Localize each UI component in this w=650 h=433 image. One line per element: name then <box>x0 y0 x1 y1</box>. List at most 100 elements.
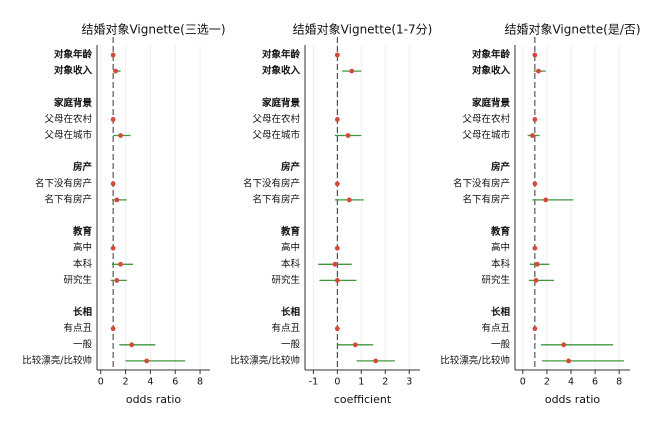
row-label: 比较漂亮/比较帅 <box>440 354 510 366</box>
row-label: 家庭背景 <box>472 97 511 109</box>
row-label: 名下没有房产 <box>243 177 300 189</box>
x-axis-label: odds ratio <box>126 393 182 406</box>
point-estimate <box>334 278 340 283</box>
row-label: 教育 <box>72 226 93 238</box>
point-estimate <box>334 326 340 332</box>
row-label: 本科 <box>491 258 511 270</box>
row-label: 父母在农村 <box>252 113 300 125</box>
row-label: 名下有房产 <box>462 193 510 205</box>
point-estimate <box>566 358 571 364</box>
row-label: 一般 <box>281 338 301 350</box>
point-estimate <box>114 197 120 203</box>
point-estimate <box>113 68 119 74</box>
point-estimate <box>334 245 340 251</box>
x-tick-label: 2 <box>382 377 388 388</box>
point-estimate <box>561 342 567 348</box>
point-estimate <box>345 133 351 138</box>
point-estimate <box>346 197 352 203</box>
row-label: 研究生 <box>481 274 510 286</box>
point-estimate <box>110 117 116 122</box>
x-tick-label: 6 <box>172 377 178 388</box>
x-axis-label: odds ratio <box>545 393 601 406</box>
panel-title: 结婚对象Vignette(是/否) <box>504 23 640 37</box>
x-tick-label: -1 <box>309 377 318 388</box>
x-tick-label: 4 <box>568 377 574 388</box>
point-estimate <box>334 181 340 187</box>
point-estimate <box>352 342 358 348</box>
point-estimate <box>118 133 123 138</box>
row-label: 研究生 <box>63 274 92 286</box>
row-label: 高中 <box>73 242 92 254</box>
row-label: 名下有房产 <box>252 193 300 205</box>
row-label: 房产 <box>281 161 301 173</box>
row-label: 对象年龄 <box>472 49 511 61</box>
row-label: 有点丑 <box>63 322 92 334</box>
row-label: 有点丑 <box>481 322 510 334</box>
x-tick-label: 0 <box>520 377 526 388</box>
point-estimate <box>534 261 540 267</box>
x-tick-label: 8 <box>197 377 203 388</box>
row-label: 父母在农村 <box>462 113 510 125</box>
point-estimate <box>110 326 116 332</box>
row-label: 对象年龄 <box>54 49 93 61</box>
point-estimate <box>533 278 539 283</box>
point-estimate <box>110 245 116 251</box>
row-label: 名下没有房产 <box>35 177 92 189</box>
row-label: 对象收入 <box>472 65 511 77</box>
row-label: 研究生 <box>271 274 300 286</box>
row-label: 长相 <box>491 306 510 318</box>
point-estimate <box>110 52 116 58</box>
row-label: 教育 <box>490 226 511 238</box>
x-tick-label: 0 <box>334 377 340 388</box>
row-label: 一般 <box>73 338 93 350</box>
point-estimate <box>530 133 535 138</box>
point-estimate <box>536 68 541 74</box>
x-tick-label: 1 <box>358 377 364 388</box>
point-estimate <box>532 326 538 332</box>
row-label: 父母在城市 <box>252 129 300 141</box>
row-label: 对象收入 <box>54 65 93 77</box>
x-tick-label: 2 <box>123 377 129 388</box>
x-tick-label: 3 <box>406 377 412 388</box>
point-estimate <box>532 181 538 187</box>
row-label: 父母在农村 <box>44 113 92 125</box>
row-label: 房产 <box>491 161 511 173</box>
row-label: 本科 <box>281 258 301 270</box>
point-estimate <box>110 181 116 187</box>
row-label: 名下没有房产 <box>453 177 510 189</box>
row-label: 有点丑 <box>271 322 300 334</box>
row-label: 父母在城市 <box>44 129 92 141</box>
row-label: 对象年龄 <box>262 49 301 61</box>
x-tick-label: 0 <box>98 377 104 388</box>
point-estimate <box>114 278 120 283</box>
row-label: 高中 <box>491 242 510 254</box>
point-estimate <box>373 358 379 364</box>
row-label: 长相 <box>73 306 92 318</box>
point-estimate <box>332 261 338 267</box>
panel-title: 结婚对象Vignette(1-7分) <box>293 23 433 37</box>
point-estimate <box>349 68 355 74</box>
point-estimate <box>334 117 340 122</box>
row-label: 高中 <box>281 242 300 254</box>
point-estimate <box>334 52 340 58</box>
row-label: 房产 <box>73 161 93 173</box>
x-tick-label: 8 <box>616 377 622 388</box>
x-tick-label: 4 <box>147 377 153 388</box>
row-label: 一般 <box>491 338 511 350</box>
point-estimate <box>118 261 123 267</box>
x-tick-label: 6 <box>592 377 598 388</box>
point-estimate <box>532 245 538 251</box>
row-label: 教育 <box>280 226 301 238</box>
point-estimate <box>144 358 150 364</box>
row-label: 家庭背景 <box>262 97 301 109</box>
row-label: 长相 <box>281 306 300 318</box>
x-axis-label: coefficient <box>334 393 392 406</box>
point-estimate <box>129 342 135 348</box>
row-label: 名下有房产 <box>44 193 92 205</box>
panel-title: 结婚对象Vignette(三选一) <box>81 23 225 37</box>
row-label: 对象收入 <box>262 65 301 77</box>
point-estimate <box>543 197 549 203</box>
point-estimate <box>532 117 538 122</box>
row-label: 家庭背景 <box>54 97 93 109</box>
